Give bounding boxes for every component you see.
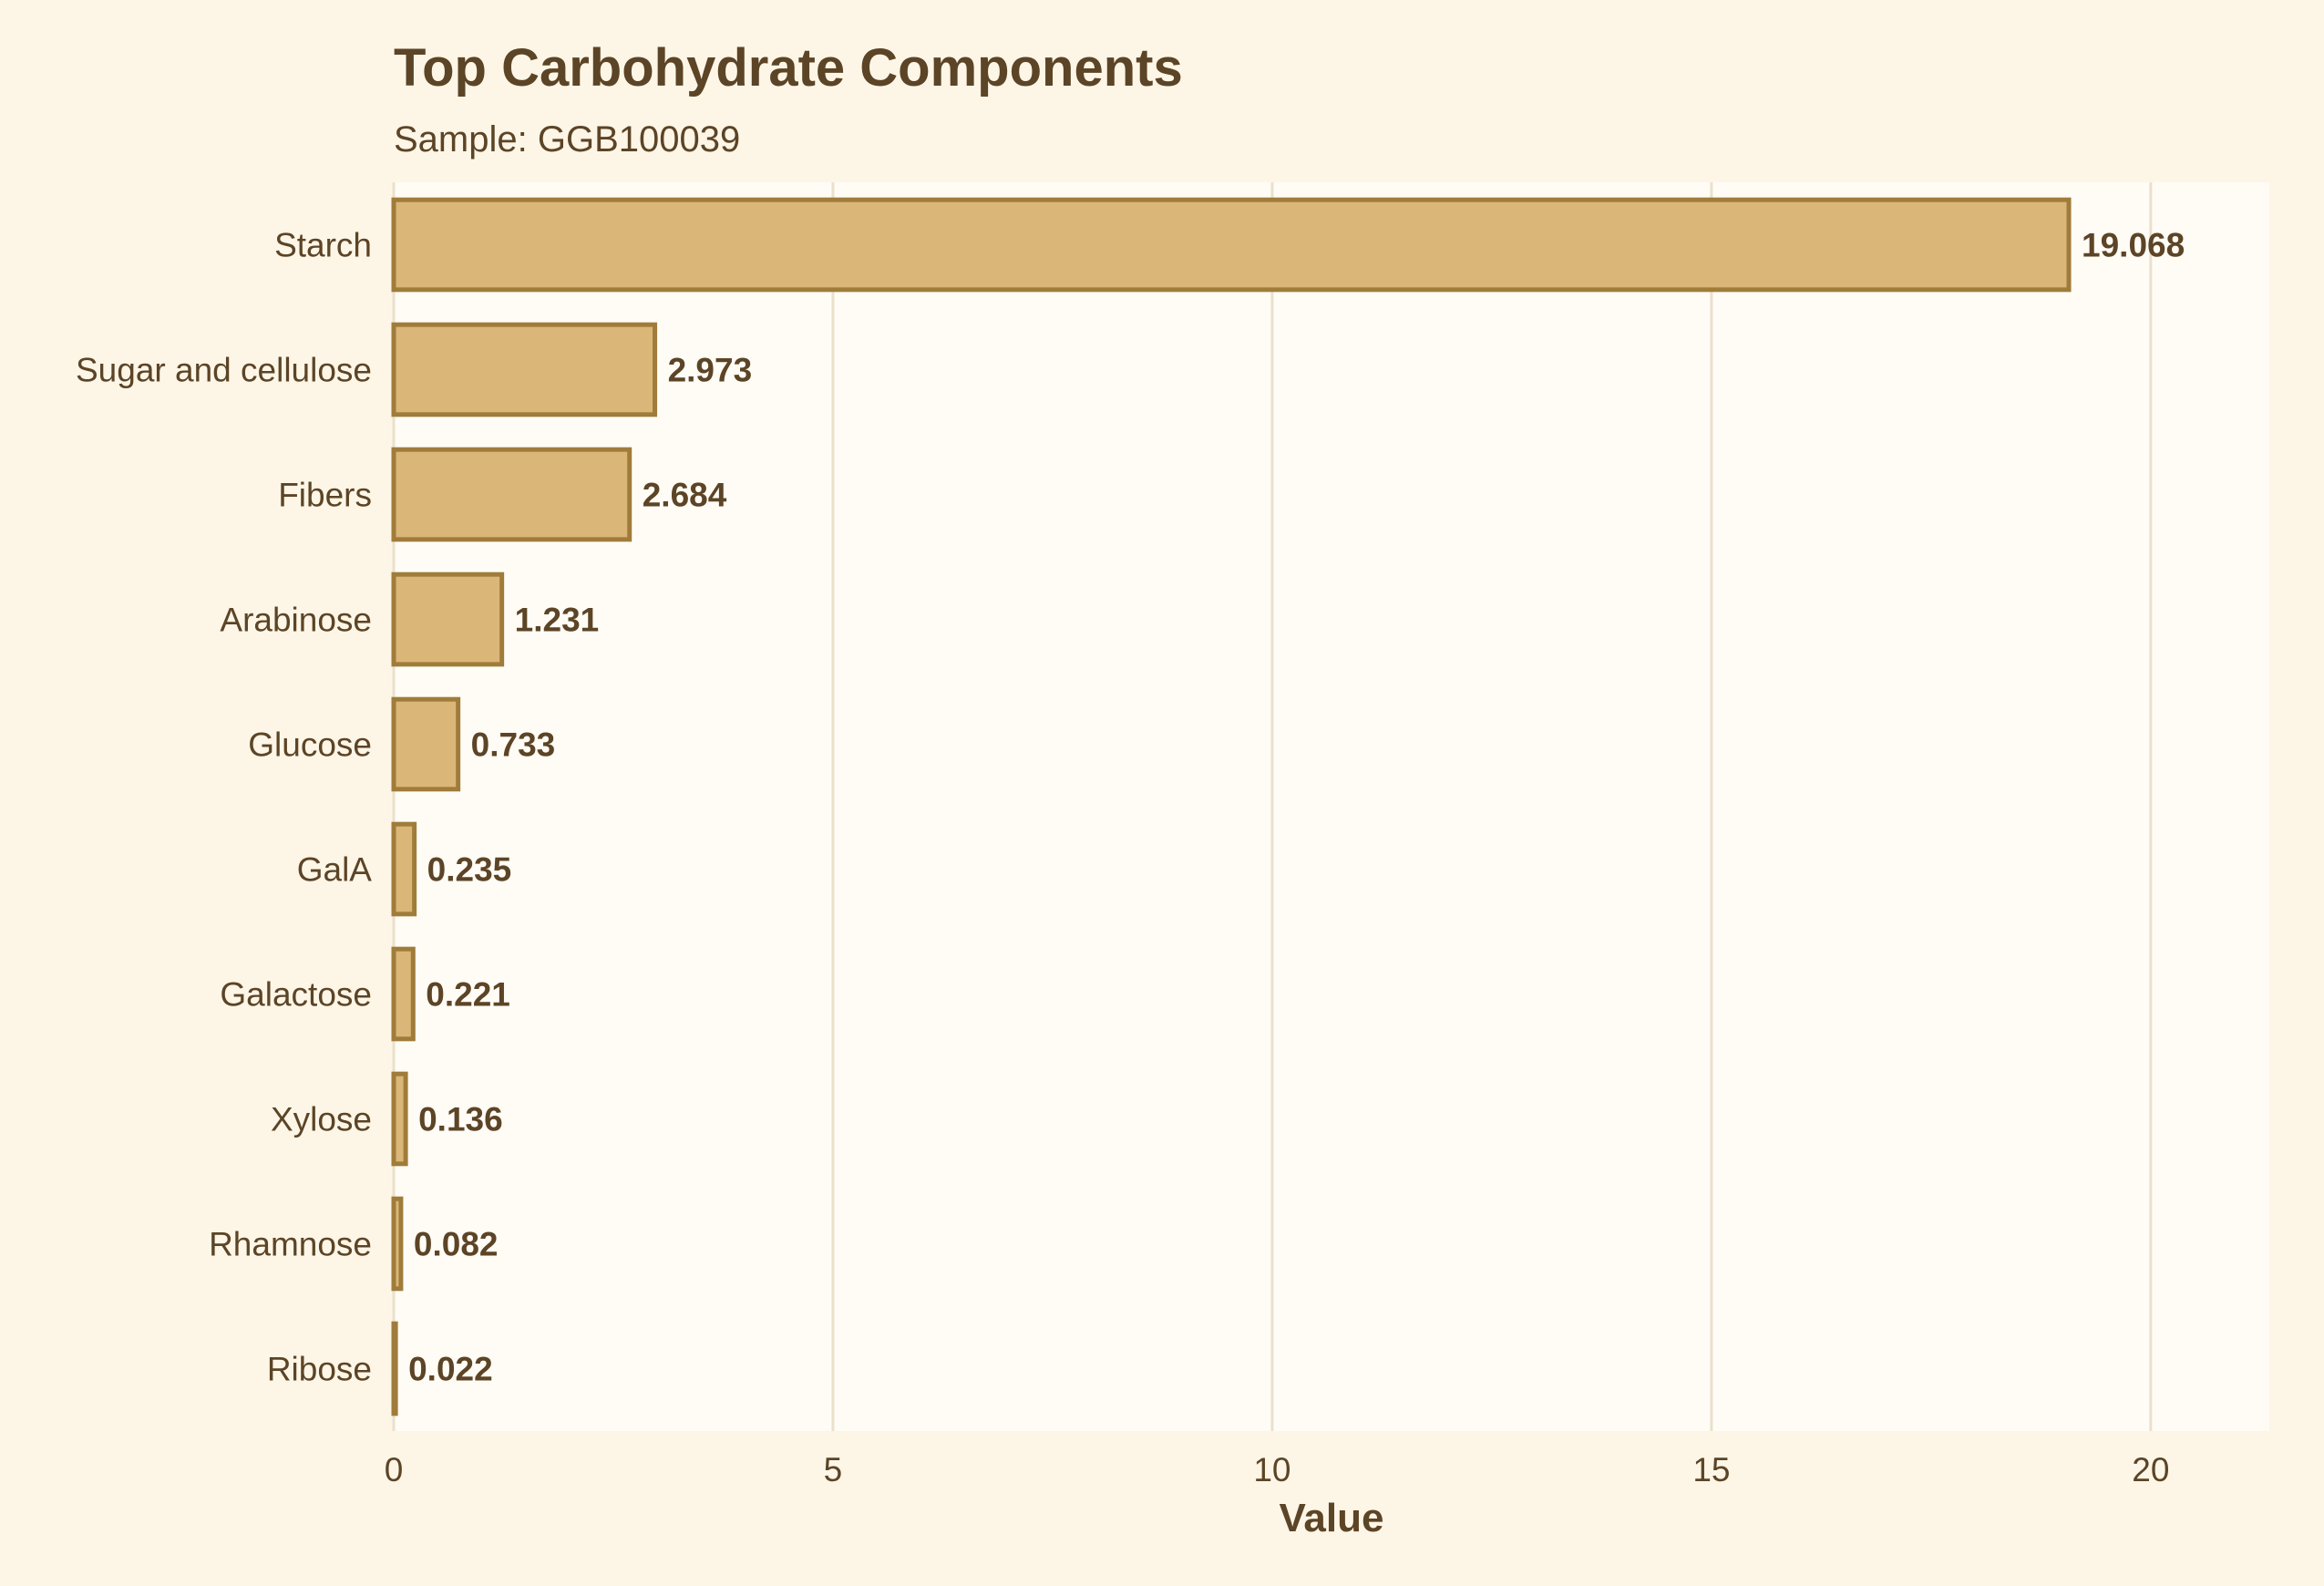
bar <box>391 1071 408 1167</box>
bar <box>391 572 505 667</box>
bar <box>391 696 461 792</box>
x-tick-label: 15 <box>1692 1451 1730 1488</box>
y-tick-label: Galactose <box>220 976 372 1014</box>
x-axis-label: Value <box>1280 1496 1384 1540</box>
y-tick-label: Arabinose <box>220 602 372 639</box>
data-label: 2.973 <box>668 352 753 389</box>
data-label: 19.068 <box>2082 227 2185 264</box>
data-label: 0.022 <box>408 1351 493 1388</box>
data-labels: 19.068 2.973 2.684 1.231 0.733 0.235 0.221 0.13… <box>408 227 2185 1388</box>
bar <box>391 322 658 417</box>
chart-subtitle: Sample: GGB100039 <box>394 119 740 160</box>
data-label: 0.221 <box>426 976 510 1014</box>
bar <box>391 1321 398 1416</box>
y-tick-label: Ribose <box>267 1351 372 1388</box>
plot-panel <box>394 182 2269 1431</box>
y-tick-label: Glucose <box>248 726 372 764</box>
y-tick-label: Rhamnose <box>209 1226 372 1263</box>
x-tick-label: 10 <box>1253 1451 1291 1488</box>
bar <box>391 821 417 917</box>
bar <box>391 1196 404 1292</box>
x-tick-label: 5 <box>824 1451 843 1488</box>
y-tick-label: Fibers <box>278 477 372 514</box>
bar <box>391 197 2072 293</box>
data-label: 0.136 <box>418 1101 503 1138</box>
data-label: 0.082 <box>414 1226 499 1263</box>
x-tick-label: 20 <box>2132 1451 2169 1488</box>
y-tick-label: Sugar and cellulose <box>76 352 372 389</box>
bar <box>391 447 632 542</box>
bars <box>391 197 2072 1416</box>
chart-title: Top Carbohydrate Components <box>394 38 1183 98</box>
data-label: 1.231 <box>515 602 600 639</box>
data-label: 0.733 <box>471 726 556 764</box>
data-label: 0.235 <box>427 851 512 889</box>
data-label: 2.684 <box>643 477 727 514</box>
y-tick-label: Starch <box>274 227 372 264</box>
y-axis-tick-labels: Starch Sugar and cellulose Fibers Arabinose… <box>76 227 372 1388</box>
x-tick-label: 0 <box>385 1451 404 1488</box>
x-axis-tick-labels: 0 5 10 15 20 <box>385 1451 2170 1488</box>
y-tick-label: Xylose <box>271 1101 372 1138</box>
bar <box>391 946 416 1042</box>
y-tick-label: GalA <box>297 851 373 889</box>
